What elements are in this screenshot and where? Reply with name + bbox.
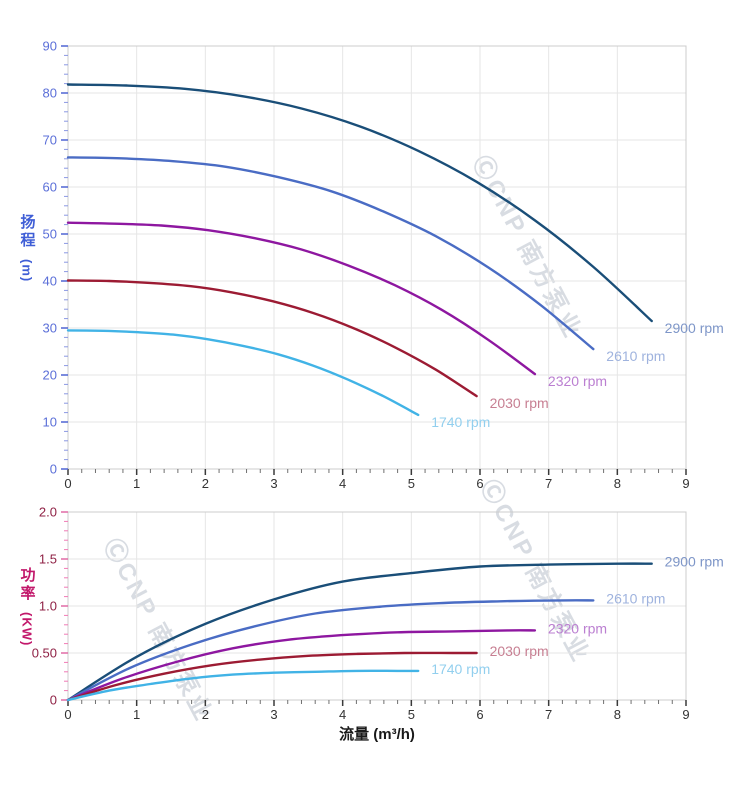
x-tick-label: 7	[545, 707, 552, 722]
x-tick-label: 2	[202, 707, 209, 722]
x-tick-label: 3	[270, 476, 277, 491]
y-tick-label: 0	[50, 693, 57, 708]
x-tick-label: 1	[133, 476, 140, 491]
curve-label-2900-rpm: 2900 rpm	[665, 554, 724, 570]
x-tick-label: 9	[682, 707, 689, 722]
curve-label-2320-rpm: 2320 rpm	[548, 373, 607, 389]
y-tick-label: 30	[43, 321, 57, 336]
curve-2320-rpm	[66, 629, 537, 702]
curve-2030-rpm	[66, 651, 478, 702]
y-tick-label: 1.5	[39, 552, 57, 567]
y-tick-label: 0	[50, 462, 57, 477]
x-tick-label: 0	[64, 707, 71, 722]
x-tick-label: 9	[682, 476, 689, 491]
curve-label-1740-rpm: 1740 rpm	[431, 661, 490, 677]
curve-label-2030-rpm: 2030 rpm	[490, 395, 549, 411]
x-tick-label: 8	[614, 707, 621, 722]
y-tick-label: 1.0	[39, 599, 57, 614]
curve-1740-rpm	[66, 669, 420, 702]
flow-axis-title: 流量 (m³/h)	[339, 726, 415, 743]
x-tick-label: 1	[133, 707, 140, 722]
curve-label-2610-rpm: 2610 rpm	[606, 590, 665, 606]
y-tick-label: 50	[43, 227, 57, 242]
curve-label-2320-rpm: 2320 rpm	[548, 620, 607, 636]
y-tick-label: 40	[43, 274, 57, 289]
x-tick-label: 4	[339, 476, 346, 491]
y-tick-label: 90	[43, 39, 57, 54]
x-tick-label: 5	[408, 707, 415, 722]
x-tick-label: 7	[545, 476, 552, 491]
head-axis-title: 扬程 (m)	[11, 214, 43, 282]
y-tick-label: 20	[43, 368, 57, 383]
x-tick-label: 2	[202, 476, 209, 491]
y-tick-label: 70	[43, 133, 57, 148]
curve-2610-rpm	[66, 156, 595, 351]
x-tick-label: 0	[64, 476, 71, 491]
curve-2610-rpm	[66, 599, 595, 702]
curve-2320-rpm	[66, 221, 537, 376]
y-tick-label: 80	[43, 86, 57, 101]
curve-label-2030-rpm: 2030 rpm	[490, 643, 549, 659]
power-axis-title-text: 功率	[18, 567, 36, 603]
x-tick-label: 6	[476, 476, 483, 491]
head-axis-unit: (m)	[19, 259, 35, 283]
power-flow-chart: 0 1 2 3 4 5 6 7 8 9 0 0.50 1.0 1.5 2.0 2900 rpm 2610 rpm…	[32, 505, 724, 723]
power-axis-title: 功率 (KW)	[11, 567, 43, 646]
x-tick-label: 3	[270, 707, 277, 722]
y-tick-label: 2.0	[39, 505, 57, 520]
y-tick-label: 60	[43, 180, 57, 195]
x-tick-label: 8	[614, 476, 621, 491]
curve-2900-rpm	[66, 562, 653, 702]
curve-1740-rpm	[66, 329, 420, 417]
y-tick-label: 0.50	[32, 646, 57, 661]
power-axis-unit: (KW)	[19, 612, 35, 647]
curve-label-2900-rpm: 2900 rpm	[665, 320, 724, 336]
x-tick-label: 5	[408, 476, 415, 491]
curve-2030-rpm	[66, 279, 478, 398]
curve-label-2610-rpm: 2610 rpm	[606, 348, 665, 364]
x-tick-label: 4	[339, 707, 346, 722]
curve-2900-rpm	[66, 83, 653, 323]
head-axis-title-text: 扬程	[18, 214, 36, 250]
curve-label-1740-rpm: 1740 rpm	[431, 414, 490, 430]
plot-border	[67, 45, 687, 470]
x-tick-label: 6	[476, 707, 483, 722]
y-tick-label: 10	[43, 415, 57, 430]
